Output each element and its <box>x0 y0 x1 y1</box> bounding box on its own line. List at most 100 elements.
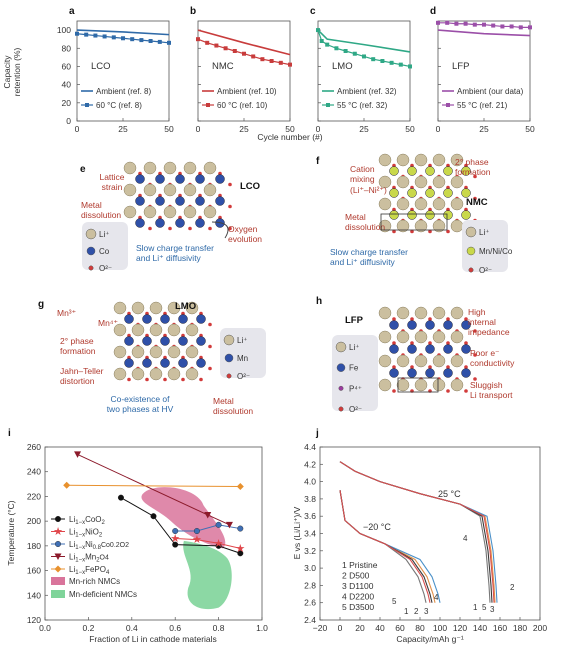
annotation: Metal <box>345 212 366 222</box>
lithium-atom <box>167 323 181 337</box>
x-tick-label: 0.2 <box>82 623 94 633</box>
data-point <box>63 481 71 489</box>
legend-entry: Ambient (ref. 32) <box>337 87 397 96</box>
oxygen-atom <box>145 377 149 382</box>
lithium-atom <box>450 378 464 392</box>
legend-swatch <box>51 590 65 598</box>
metal-atom <box>389 344 399 354</box>
oxygen-atom <box>181 377 185 382</box>
data-point <box>237 525 244 532</box>
series-hot-point <box>111 35 116 40</box>
lithium-atom <box>378 378 392 392</box>
y-tick-label: 4.4 <box>304 442 316 452</box>
temperature-label: −20 °C <box>363 522 391 532</box>
legend-entry: Mn-deficient NMCs <box>69 590 137 599</box>
series-hot-point <box>269 59 274 63</box>
lithium-atom <box>167 301 181 315</box>
metal-atom <box>425 188 435 198</box>
oxygen-atom <box>446 389 450 393</box>
y-tick-label: 100 <box>57 25 71 35</box>
series-hot-point <box>148 39 153 43</box>
x-tick-label: 160 <box>493 623 507 633</box>
annotation: Oxygen <box>228 224 258 234</box>
region-mn-deficient <box>183 540 232 610</box>
curve-number: 4 <box>463 534 468 543</box>
oxygen-atom <box>228 226 232 231</box>
y-axis-label: Capacity <box>2 55 12 89</box>
metal-atom <box>443 320 453 330</box>
annotation: Jahn–Teller <box>60 366 104 376</box>
series-circle <box>172 521 244 535</box>
lithium-atom <box>396 219 410 233</box>
metal-atom <box>196 314 206 324</box>
highlight-box <box>397 377 439 393</box>
lithium-atom <box>432 197 446 211</box>
lithium-atom <box>432 306 446 320</box>
series-ambient-line <box>76 29 170 36</box>
panel-letter: d <box>430 6 436 17</box>
x-tick-label: 140 <box>473 623 487 633</box>
x-tick-label: 25 <box>118 124 128 134</box>
metal-atom <box>425 166 435 176</box>
metal-atom <box>195 218 205 228</box>
annotation: Mn⁴⁺ <box>98 318 118 328</box>
lithium-atom <box>167 345 181 359</box>
legend-atom <box>466 246 476 256</box>
series-hot-point <box>389 60 394 65</box>
metal-atom <box>155 218 165 228</box>
lithium-atom <box>432 219 446 233</box>
legend-entry: 60 °C (ref. 10) <box>217 101 268 110</box>
oxygen-atom <box>446 365 450 369</box>
legend-swatch <box>206 103 210 107</box>
data-point <box>193 528 200 535</box>
series-circle <box>117 494 244 557</box>
x-tick-label: 0.4 <box>126 623 138 633</box>
curve-number: 5 <box>392 597 397 606</box>
series-ambient-line <box>197 29 291 56</box>
oxygen-atom <box>428 341 432 345</box>
legend-entry: O²⁻ <box>479 266 492 275</box>
annotation: distortion <box>60 376 95 386</box>
annotation: Mn³⁺ <box>57 308 76 318</box>
metal-atom <box>215 196 225 206</box>
lithium-atom <box>143 183 157 197</box>
temperature-label: 25 °C <box>438 489 461 499</box>
metal-atom <box>407 320 417 330</box>
legend-atom <box>465 226 477 238</box>
metal-atom <box>160 358 170 368</box>
lithium-atom <box>113 323 127 337</box>
y-tick-label: 260 <box>27 442 41 452</box>
y-tick-label: 3.2 <box>304 546 316 556</box>
region-mn-rich <box>141 487 226 549</box>
y-tick-label: 2.4 <box>304 615 316 625</box>
legend-swatch <box>446 103 450 107</box>
lithium-atom <box>450 153 464 167</box>
curve-minus20c <box>339 490 431 603</box>
metal-atom <box>175 196 185 206</box>
x-axis-label: Cycle number (#) <box>257 132 322 142</box>
legend-entry: Li⁺ <box>99 230 109 239</box>
data-point: ★ <box>235 543 245 555</box>
panel-i-thermal: i 120 140 160 180 200 220 240 260 0.0 0.2 0.4 0.6 0.8… <box>6 428 268 644</box>
legend-entry: P⁴⁺ <box>349 384 362 393</box>
series-hot-point <box>205 40 210 45</box>
metal-atom <box>196 336 206 346</box>
oxygen-atom <box>392 317 396 321</box>
annotation: (Li⁺–Ni²⁺) <box>350 185 387 195</box>
oxygen-atom <box>464 317 468 321</box>
lithium-atom <box>203 161 217 175</box>
material-label: LMO <box>332 61 353 72</box>
legend-atom <box>468 267 474 273</box>
series-hot-point <box>454 21 459 26</box>
series-hot-point <box>445 20 450 25</box>
legend-entry: 55 °C (ref. 21) <box>457 101 508 110</box>
series-hot-point <box>157 39 162 44</box>
series-triangle <box>74 451 233 529</box>
legend-entry: Fe <box>349 364 359 373</box>
lithium-atom <box>378 197 392 211</box>
annotation: formation <box>60 346 96 356</box>
lithium-atom <box>414 330 428 344</box>
y-tick-label: 4.2 <box>304 459 316 469</box>
lithium-atom <box>396 175 410 189</box>
